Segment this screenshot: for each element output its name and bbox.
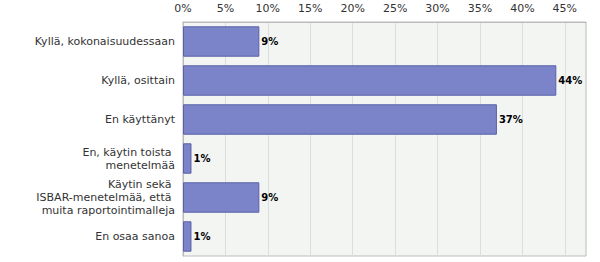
svg-text:30%: 30% bbox=[425, 2, 449, 15]
svg-text:15%: 15% bbox=[298, 2, 322, 15]
svg-text:En, käytin toista: En, käytin toista bbox=[82, 146, 175, 159]
svg-text:Käytin sekä: Käytin sekä bbox=[108, 178, 175, 191]
svg-text:Kyllä, osittain: Kyllä, osittain bbox=[101, 74, 175, 87]
svg-text:40%: 40% bbox=[510, 2, 534, 15]
svg-text:45%: 45% bbox=[553, 2, 577, 15]
svg-text:muita raportointimalleja: muita raportointimalleja bbox=[42, 204, 175, 217]
svg-text:25%: 25% bbox=[383, 2, 407, 15]
svg-text:1%: 1% bbox=[193, 231, 210, 242]
svg-text:1%: 1% bbox=[193, 153, 210, 164]
svg-text:9%: 9% bbox=[261, 192, 278, 203]
svg-text:Kyllä, kokonaisuudessaan: Kyllä, kokonaisuudessaan bbox=[35, 35, 175, 48]
svg-text:5%: 5% bbox=[217, 2, 234, 15]
svg-text:35%: 35% bbox=[468, 2, 492, 15]
svg-text:20%: 20% bbox=[340, 2, 364, 15]
svg-text:44%: 44% bbox=[558, 75, 582, 86]
svg-text:0%: 0% bbox=[174, 2, 191, 15]
svg-text:menetelmää: menetelmää bbox=[105, 159, 175, 172]
svg-text:En osaa sanoa: En osaa sanoa bbox=[95, 230, 175, 243]
svg-text:9%: 9% bbox=[261, 36, 278, 47]
svg-text:En käyttänyt: En käyttänyt bbox=[105, 113, 176, 126]
svg-text:37%: 37% bbox=[499, 114, 523, 125]
svg-text:10%: 10% bbox=[256, 2, 280, 15]
svg-text:ISBAR-menetelmää, että: ISBAR-menetelmää, että bbox=[36, 191, 175, 204]
